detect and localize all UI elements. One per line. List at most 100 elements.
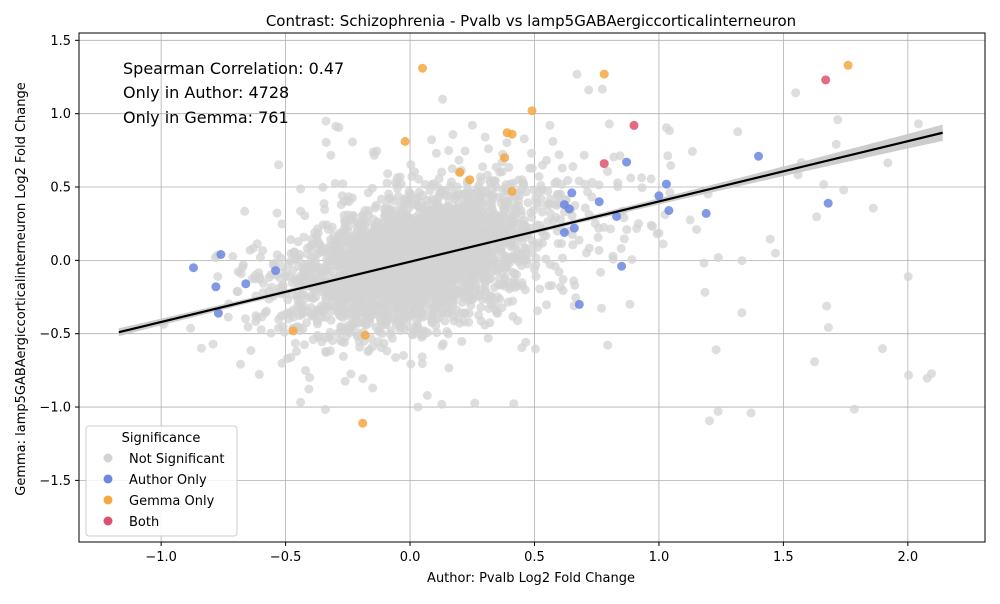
y-tick-label: 0.5 [50, 181, 71, 196]
point-not-significant [430, 239, 440, 249]
point-not-significant [352, 331, 362, 341]
point-not-significant [342, 226, 352, 236]
point-not-significant [646, 174, 656, 184]
point-author-only [559, 228, 569, 237]
point-not-significant [338, 351, 348, 361]
point-author-only [574, 299, 584, 309]
point-not-significant [361, 233, 371, 243]
point-not-significant [579, 150, 589, 160]
point-not-significant [557, 163, 567, 173]
point-not-significant [433, 198, 443, 208]
point-not-significant [507, 241, 517, 250]
point-not-significant [304, 384, 314, 394]
point-not-significant [520, 243, 530, 253]
point-not-significant [336, 322, 346, 332]
point-not-significant [338, 179, 348, 189]
point-not-significant [537, 238, 547, 248]
point-not-significant [428, 297, 438, 306]
point-not-significant [326, 256, 336, 266]
point-not-significant [597, 303, 606, 313]
point-not-significant [382, 296, 391, 306]
point-not-significant [395, 217, 405, 227]
point-not-significant [345, 325, 354, 335]
point-not-significant [254, 268, 264, 278]
point-not-significant [542, 300, 551, 310]
point-not-significant [412, 264, 422, 274]
point-not-significant [665, 188, 675, 197]
point-not-significant [362, 243, 372, 253]
point-not-significant [508, 296, 518, 306]
point-not-significant [517, 281, 527, 291]
point-not-significant [547, 281, 557, 290]
point-not-significant [246, 346, 256, 355]
point-not-significant [447, 164, 457, 174]
point-not-significant [406, 359, 416, 369]
point-not-significant [367, 300, 377, 309]
point-not-significant [284, 259, 294, 269]
point-author-only [241, 279, 251, 289]
point-not-significant [402, 297, 412, 307]
point-not-significant [441, 276, 451, 286]
point-not-significant [531, 272, 541, 281]
point-not-significant [481, 224, 491, 234]
point-not-significant [594, 245, 604, 255]
point-not-significant [306, 303, 316, 312]
point-not-significant [341, 217, 350, 227]
point-not-significant [236, 359, 245, 369]
point-not-significant [822, 301, 832, 311]
point-not-significant [391, 320, 401, 330]
point-not-significant [321, 116, 331, 126]
point-not-significant [470, 236, 480, 246]
point-not-significant [700, 287, 710, 297]
point-not-significant [584, 85, 594, 95]
legend-marker-not-significant [103, 453, 113, 463]
point-not-significant [517, 343, 527, 353]
point-not-significant [277, 219, 287, 229]
point-not-significant [440, 238, 450, 248]
point-not-significant [480, 286, 490, 296]
point-not-significant [441, 208, 451, 218]
point-not-significant [432, 209, 442, 219]
point-not-significant [326, 315, 336, 325]
point-not-significant [374, 245, 384, 254]
point-not-significant [336, 200, 346, 210]
point-not-significant [663, 151, 673, 161]
point-not-significant [535, 284, 545, 294]
point-author-only [617, 261, 627, 271]
point-not-significant [480, 265, 489, 275]
point-not-significant [349, 245, 359, 255]
x-tick-label: −1.0 [145, 550, 177, 565]
point-not-significant [584, 243, 594, 253]
point-not-significant [456, 221, 466, 231]
point-not-significant [626, 173, 636, 183]
legend-label-gemma-only: Gemma Only [129, 494, 215, 509]
point-gemma-only [358, 418, 368, 428]
y-tick-label: 1.5 [50, 34, 71, 49]
point-not-significant [506, 222, 516, 232]
point-not-significant [402, 314, 412, 324]
point-not-significant [448, 130, 458, 139]
point-not-significant [615, 151, 625, 161]
point-not-significant [384, 194, 394, 204]
point-not-significant [548, 216, 558, 226]
point-not-significant [556, 189, 566, 199]
chart-title: Contrast: Schizophrenia - Pvalb vs lamp5… [266, 12, 796, 30]
point-not-significant [442, 191, 452, 201]
point-not-significant [437, 298, 447, 307]
point-not-significant [350, 235, 360, 244]
point-not-significant [538, 160, 547, 170]
point-not-significant [737, 308, 747, 318]
point-not-significant [450, 271, 460, 281]
point-not-significant [466, 300, 476, 310]
point-not-significant [303, 249, 313, 259]
point-not-significant [336, 259, 346, 269]
not-significant-points [159, 69, 936, 426]
point-not-significant [394, 309, 404, 319]
point-not-significant [658, 239, 668, 249]
point-gemma-only [465, 175, 475, 185]
point-not-significant [692, 225, 702, 234]
point-not-significant [258, 246, 268, 256]
point-not-significant [305, 373, 315, 382]
point-not-significant [587, 177, 597, 187]
